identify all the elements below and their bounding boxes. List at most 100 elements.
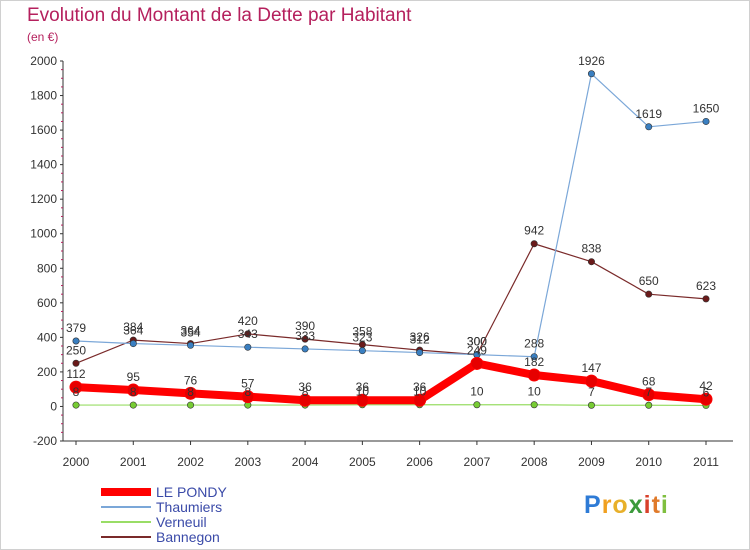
y-tick-label: 800 <box>37 261 57 275</box>
logo-letter: r <box>601 491 613 519</box>
legend-label-verneuil: Verneuil <box>156 514 207 530</box>
data-point-thaumiers <box>129 340 137 348</box>
data-point-le-pondy <box>298 393 312 407</box>
data-point-verneuil <box>645 401 653 409</box>
data-point-bannegon <box>244 330 252 338</box>
legend-swatch-verneuil <box>101 521 151 523</box>
data-label-verneuil: 8 <box>244 385 251 399</box>
legend-label-bannegon: Bannegon <box>156 529 220 545</box>
data-label-verneuil: 8 <box>73 385 80 399</box>
x-tick-label: 2006 <box>406 455 433 469</box>
data-point-le-pondy <box>184 386 198 400</box>
logo-letter: o <box>612 491 629 519</box>
y-tick-label: -200 <box>33 434 57 448</box>
data-label-bannegon: 838 <box>581 242 601 256</box>
legend-label-le-pondy: LE PONDY <box>156 484 227 500</box>
y-tick-label: 400 <box>37 330 57 344</box>
data-label-thaumiers: 343 <box>238 327 258 341</box>
data-point-verneuil <box>129 401 137 409</box>
legend-swatch-le-pondy <box>101 488 151 496</box>
data-label-bannegon: 364 <box>181 324 201 338</box>
data-label-verneuil: 10 <box>470 385 484 399</box>
x-tick-label: 2007 <box>464 455 491 469</box>
data-label-verneuil: 8 <box>302 385 309 399</box>
data-point-thaumiers <box>587 70 595 78</box>
data-point-le-pondy <box>470 356 484 370</box>
chart-title: Evolution du Montant de la Dette par Hab… <box>27 5 412 26</box>
data-label-thaumiers: 1926 <box>578 54 605 68</box>
data-point-thaumiers <box>301 345 309 353</box>
data-label-thaumiers: 1619 <box>635 107 662 121</box>
y-tick-label: 1400 <box>30 158 57 172</box>
data-label-le-pondy: 112 <box>66 367 85 381</box>
data-point-le-pondy <box>355 393 369 407</box>
data-label-thaumiers: 354 <box>181 325 201 339</box>
y-tick-label: 600 <box>37 296 57 310</box>
y-tick-label: 1600 <box>30 123 57 137</box>
series-line-le-pondy <box>72 359 710 405</box>
x-tick-label: 2002 <box>177 455 204 469</box>
data-label-bannegon: 623 <box>696 279 716 293</box>
data-point-thaumiers <box>358 347 366 355</box>
data-label-bannegon: 942 <box>524 224 544 238</box>
series-line-thaumiers <box>75 73 707 358</box>
x-tick-label: 2009 <box>578 455 605 469</box>
x-tick-label: 2011 <box>693 455 719 469</box>
data-label-bannegon: 384 <box>123 320 143 334</box>
data-point-thaumiers <box>416 349 424 357</box>
data-label-bannegon: 358 <box>352 325 372 339</box>
logo-letter: x <box>628 491 644 519</box>
data-point-thaumiers <box>702 117 710 125</box>
logo-letter: P <box>584 491 602 519</box>
data-point-bannegon <box>72 359 80 367</box>
data-label-thaumiers: 1650 <box>693 101 720 115</box>
data-point-verneuil <box>473 401 481 409</box>
data-point-le-pondy <box>126 383 140 397</box>
legend-swatch-bannegon <box>101 536 151 538</box>
data-label-thaumiers: 379 <box>66 321 86 335</box>
data-point-le-pondy <box>527 368 541 382</box>
data-point-verneuil <box>587 401 595 409</box>
data-point-le-pondy <box>584 374 598 388</box>
data-label-thaumiers: 300 <box>467 335 487 349</box>
data-point-verneuil <box>530 401 538 409</box>
data-point-verneuil <box>72 401 80 409</box>
data-label-bannegon: 420 <box>238 314 258 328</box>
series-line-bannegon <box>75 243 707 364</box>
data-point-thaumiers <box>530 353 538 361</box>
data-label-bannegon: 250 <box>66 343 86 357</box>
data-label-verneuil: 10 <box>413 385 427 399</box>
legend-swatch-thaumiers <box>101 506 151 508</box>
data-point-thaumiers <box>187 341 195 349</box>
series-lines <box>72 73 710 407</box>
y-tick-label: 1800 <box>30 89 57 103</box>
data-point-le-pondy <box>699 392 713 406</box>
logo-letter: i <box>643 491 652 519</box>
x-tick-label: 2010 <box>635 455 662 469</box>
series-markers <box>69 70 713 409</box>
data-point-thaumiers <box>72 337 80 345</box>
data-label-verneuil: 10 <box>356 385 370 399</box>
data-label-le-pondy: 36 <box>298 380 312 394</box>
data-point-bannegon <box>587 258 595 266</box>
data-label-le-pondy: 147 <box>581 361 601 375</box>
data-label-le-pondy: 57 <box>241 377 255 391</box>
x-tick-label: 2004 <box>292 455 319 469</box>
data-point-verneuil <box>187 401 195 409</box>
data-point-thaumiers <box>244 343 252 351</box>
data-point-le-pondy <box>69 380 83 394</box>
logo-letter: t <box>651 491 661 519</box>
data-label-bannegon: 390 <box>295 319 315 333</box>
data-label-le-pondy: 249 <box>467 343 487 357</box>
data-label-verneuil: 7 <box>588 385 595 399</box>
y-tick-label: 1200 <box>30 192 57 206</box>
data-label-verneuil: 7 <box>645 385 652 399</box>
chart-subtitle: (en €) <box>27 30 59 44</box>
x-tick-label: 2001 <box>120 455 147 469</box>
data-label-le-pondy: 36 <box>356 380 370 394</box>
data-label-bannegon: 326 <box>410 330 430 344</box>
data-point-bannegon <box>645 290 653 298</box>
axes: -200 0 200 400 600 800 1000 1200 1400 1600 1800 200… <box>30 54 733 469</box>
data-point-le-pondy <box>413 393 427 407</box>
